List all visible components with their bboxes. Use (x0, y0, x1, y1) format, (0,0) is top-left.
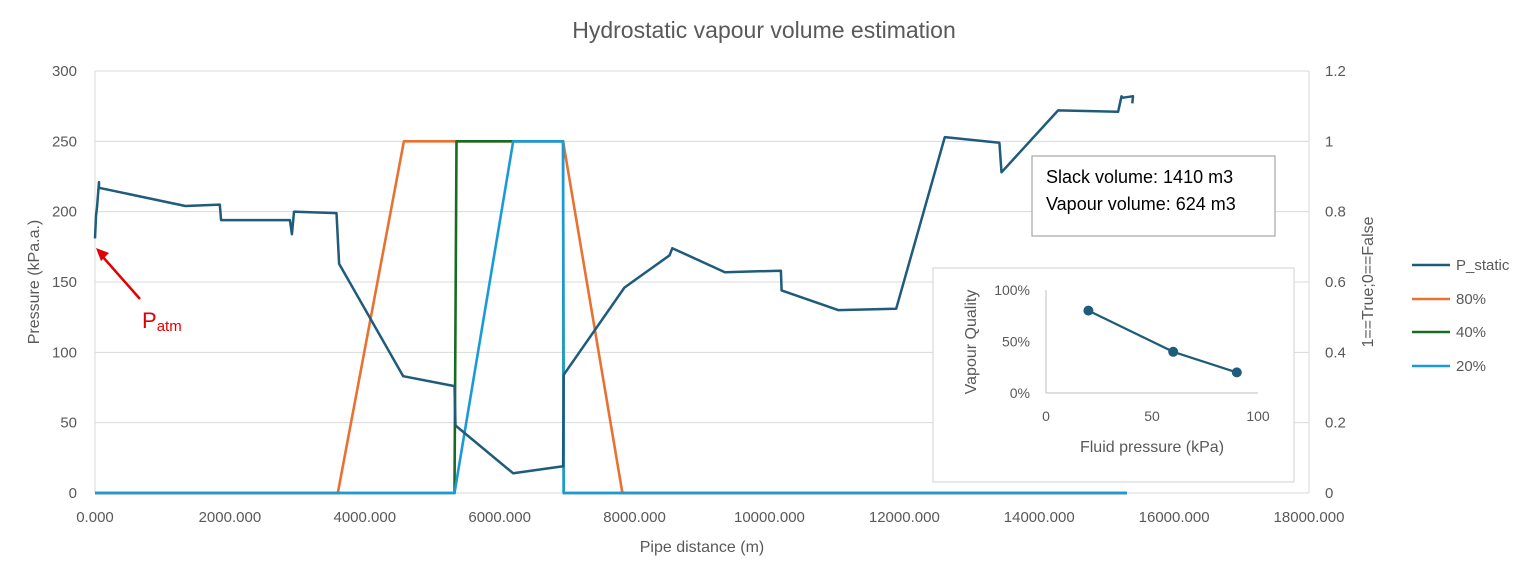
x-tick-label: 14000.000 (1004, 509, 1075, 526)
y2-tick-label: 0.8 (1325, 204, 1346, 221)
legend-label: 20% (1456, 358, 1486, 375)
inset-x-tick-label: 0 (1042, 408, 1050, 424)
y-tick-label: 250 (52, 133, 77, 150)
inset-series (1083, 305, 1242, 378)
inset-data-point (1083, 305, 1094, 316)
y-tick-label: 200 (52, 204, 77, 221)
inset-y-axis-label: Vapour Quality (963, 290, 980, 395)
legend: P_static 80% 40% 20% (1412, 257, 1510, 375)
legend-label: P_static (1456, 257, 1510, 274)
inset-axes: 0% 50% 100% 0 50 100 (994, 282, 1270, 424)
patm-arrow (101, 255, 141, 300)
inset-y-tick-label: 0% (1010, 385, 1030, 401)
series-line-20pct (95, 140, 1127, 495)
x-tick-label: 4000.000 (333, 509, 396, 526)
y2-tick-label: 1.2 (1325, 63, 1346, 80)
y-tick-label: 0 (69, 485, 77, 502)
y-tick-label: 150 (52, 274, 77, 291)
patm-annotation: Patm (96, 248, 182, 335)
volume-textbox: Slack volume: 1410 m3 Vapour volume: 624… (1031, 155, 1276, 237)
chart-title: Hydrostatic vapour volume estimation (572, 17, 956, 43)
x-tick-label: 8000.000 (603, 509, 666, 526)
plot-series (93, 95, 1135, 495)
x-axis: 0.000 2000.000 4000.000 6000.000 8000.000 100… (76, 509, 1344, 526)
legend-label: 40% (1456, 324, 1486, 341)
patm-arrowhead (96, 248, 109, 261)
x-tick-label: 12000.000 (869, 509, 940, 526)
x-axis-label: Pipe distance (m) (640, 539, 765, 556)
inset-chart: 0% 50% 100% 0 50 100 Fluid pressure (kPa) Vap… (932, 267, 1295, 483)
series-line-p_static (93, 95, 1135, 475)
x-tick-label: 0.000 (76, 509, 114, 526)
y2-tick-label: 0.6 (1325, 274, 1346, 291)
inset-y-tick-label: 100% (994, 282, 1030, 298)
legend-label: 80% (1456, 291, 1486, 308)
y-tick-label: 100 (52, 344, 77, 361)
inset-data-point (1231, 367, 1242, 378)
x-tick-label: 2000.000 (199, 509, 262, 526)
y-tick-label: 300 (52, 63, 77, 80)
inset-x-axis-label: Fluid pressure (kPa) (1080, 439, 1224, 456)
inset-y-tick-label: 50% (1002, 334, 1030, 350)
patm-label: Patm (142, 308, 182, 335)
y2-tick-label: 0.4 (1325, 344, 1346, 361)
inset-data-point (1168, 346, 1179, 357)
y2-axis-label: 1==True;0==False (1360, 216, 1377, 347)
y-axis-label: Pressure (kPa.a.) (26, 220, 43, 344)
y2-tick-label: 0 (1325, 485, 1333, 502)
x-tick-label: 18000.000 (1274, 509, 1345, 526)
inset-x-tick-label: 100 (1246, 408, 1270, 424)
y2-tick-label: 0.2 (1325, 415, 1346, 432)
y-axis-right: 0 0.2 0.4 0.6 0.8 1 1.2 (1325, 63, 1346, 502)
textbox-frame (1031, 155, 1276, 237)
y2-tick-label: 1 (1325, 133, 1333, 150)
y-tick-label: 50 (60, 415, 77, 432)
y-axis-left: 0 50 100 150 200 250 300 (52, 63, 77, 502)
x-tick-label: 16000.000 (1139, 509, 1210, 526)
inset-x-tick-label: 50 (1144, 408, 1160, 424)
slack-volume-text: Slack volume: 1410 m3 (1046, 167, 1233, 187)
vapour-volume-text: Vapour volume: 624 m3 (1046, 194, 1236, 214)
x-tick-label: 10000.000 (734, 509, 805, 526)
x-tick-label: 6000.000 (468, 509, 531, 526)
